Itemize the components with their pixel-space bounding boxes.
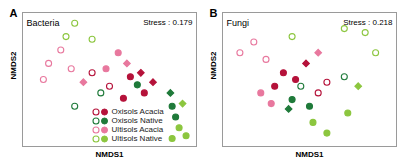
html-text:Ultisols Acacia: Ultisols Acacia	[111, 125, 164, 134]
svg-text:NMDS2: NMDS2	[9, 51, 18, 80]
svg-text:Bacteria: Bacteria	[27, 18, 60, 28]
svg-text:Stress : 0.179: Stress : 0.179	[143, 18, 193, 27]
svg-text:Stress : 0.218: Stress : 0.218	[343, 18, 393, 27]
svg-text:NMDS1: NMDS1	[295, 150, 324, 159]
svg-text:NMDS1: NMDS1	[95, 150, 124, 159]
html-text:Ultisols Native: Ultisols Native	[111, 134, 163, 143]
svg-text:Fungi: Fungi	[227, 18, 250, 28]
svg-text:A: A	[10, 7, 18, 19]
svg-text:B: B	[210, 7, 218, 19]
svg-text:NMDS2: NMDS2	[209, 51, 218, 80]
html-text:Oxisols Acacia: Oxisols Acacia	[111, 107, 164, 116]
html-text:Oxisols Native: Oxisols Native	[111, 116, 163, 125]
